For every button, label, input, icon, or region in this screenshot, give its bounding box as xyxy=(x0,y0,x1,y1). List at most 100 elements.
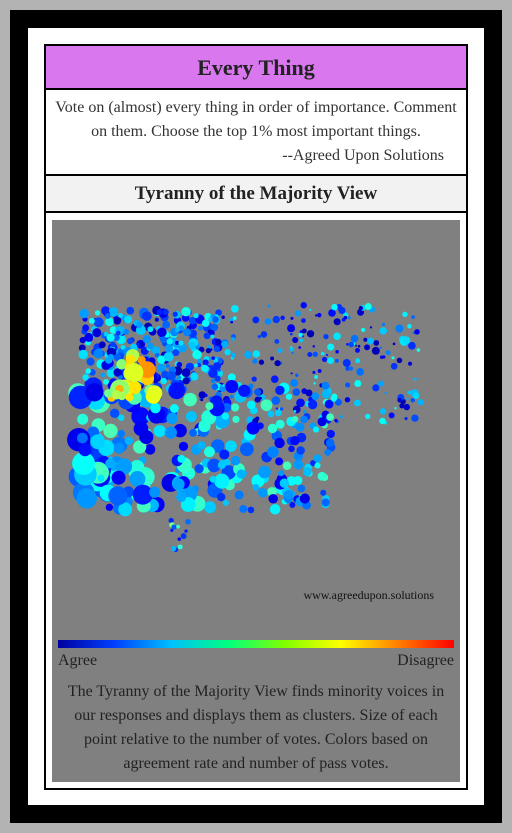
cluster-dot xyxy=(104,389,113,398)
cluster-dot xyxy=(169,404,179,413)
cluster-dot xyxy=(188,316,197,325)
cluster-dot xyxy=(361,327,366,332)
cluster-dot xyxy=(392,342,396,346)
cluster-dot xyxy=(79,308,89,319)
cluster-dot xyxy=(190,372,199,381)
card: Every Thing Vote on (almost) every thing… xyxy=(44,44,468,790)
cluster-dot xyxy=(411,414,419,422)
cluster-dot xyxy=(213,357,219,363)
cluster-dot xyxy=(201,364,209,372)
cluster-dot xyxy=(221,340,229,348)
cluster-dot xyxy=(247,506,255,514)
cluster-dot xyxy=(312,345,315,348)
cluster-dot xyxy=(298,346,302,349)
cluster-dot xyxy=(230,320,234,324)
cluster-dot xyxy=(246,421,260,435)
cluster-dot xyxy=(283,490,294,500)
cluster-dot xyxy=(275,407,279,410)
cluster-dot xyxy=(347,316,351,320)
cluster-dot xyxy=(338,306,346,315)
cluster-dot xyxy=(372,384,380,392)
cluster-dot xyxy=(192,349,202,360)
cluster-dot xyxy=(200,398,204,402)
cluster-dot xyxy=(117,429,125,438)
cluster-dot xyxy=(137,356,146,365)
cluster-dot xyxy=(100,372,106,378)
cluster-dot xyxy=(363,337,368,342)
cluster-dot xyxy=(270,375,279,384)
cluster-dot xyxy=(407,324,412,329)
cluster-dot xyxy=(260,399,273,412)
cluster-dot xyxy=(84,332,94,342)
cluster-dot xyxy=(292,388,301,396)
cluster-dot xyxy=(157,327,167,338)
cluster-dot xyxy=(406,397,409,400)
cluster-dot xyxy=(129,471,146,487)
cluster-dot xyxy=(85,383,104,402)
cluster-dot xyxy=(288,445,295,453)
cluster-dot xyxy=(257,334,261,339)
cluster-dot xyxy=(79,336,86,344)
cluster-dot xyxy=(125,354,136,364)
cluster-dot xyxy=(103,331,109,337)
cluster-dot xyxy=(355,347,360,353)
cluster-dot xyxy=(142,335,151,344)
cluster-dot xyxy=(172,478,185,491)
cluster-dot xyxy=(113,442,125,454)
cluster-dot xyxy=(321,498,330,507)
cluster-dot xyxy=(177,454,186,463)
cluster-dot xyxy=(231,305,239,313)
cluster-dot xyxy=(150,402,161,414)
cluster-dot xyxy=(210,378,216,384)
cluster-dot xyxy=(350,334,359,343)
cluster-dot xyxy=(211,356,216,360)
cluster-dot xyxy=(157,355,166,364)
attribution: --Agreed Upon Solutions xyxy=(282,147,444,164)
cluster-dot xyxy=(178,441,189,451)
cluster-dot xyxy=(78,443,92,457)
legend-low: Agree xyxy=(58,652,98,669)
cluster-dot xyxy=(205,402,214,411)
cluster-dot xyxy=(272,315,280,324)
cluster-dot xyxy=(343,315,348,320)
cluster-dot xyxy=(210,323,219,332)
cluster-dot xyxy=(104,313,111,319)
cluster-dot xyxy=(312,351,318,357)
cluster-dot xyxy=(325,353,329,357)
cluster-dot xyxy=(397,397,402,403)
cluster-dot xyxy=(162,308,169,316)
cluster-dot xyxy=(160,377,168,385)
cluster-dot xyxy=(252,483,260,491)
cluster-dot xyxy=(172,311,178,317)
cluster-dot xyxy=(138,341,144,347)
cluster-dot xyxy=(327,357,334,364)
cluster-dot xyxy=(322,389,331,399)
cluster-dot xyxy=(410,397,415,403)
cluster-dot xyxy=(328,309,336,317)
cluster-dot xyxy=(118,313,123,318)
cluster-dot xyxy=(330,395,338,402)
cluster-dot xyxy=(216,492,226,502)
cluster-dot xyxy=(364,303,372,310)
cluster-dot xyxy=(126,306,135,315)
cluster-dot xyxy=(325,438,335,448)
cluster-dot xyxy=(379,346,382,349)
cluster-dot xyxy=(194,464,204,474)
cluster-dot xyxy=(176,492,187,503)
cluster-dot xyxy=(355,358,361,364)
cluster-dot xyxy=(348,341,355,348)
cluster-dot xyxy=(97,474,105,482)
cluster-dot xyxy=(183,392,197,407)
cluster-dot xyxy=(290,436,300,446)
cluster-dot xyxy=(404,416,408,421)
cluster-dot xyxy=(198,391,206,399)
cluster-dot xyxy=(198,420,211,433)
cluster-dot xyxy=(317,471,327,481)
cluster-dot xyxy=(254,388,262,396)
cluster-dot xyxy=(314,462,321,469)
cluster-dot xyxy=(153,424,166,438)
cluster-dot xyxy=(275,419,285,429)
cluster-dot xyxy=(117,414,125,421)
cluster-dot xyxy=(225,440,237,452)
cluster-dot xyxy=(113,368,122,377)
